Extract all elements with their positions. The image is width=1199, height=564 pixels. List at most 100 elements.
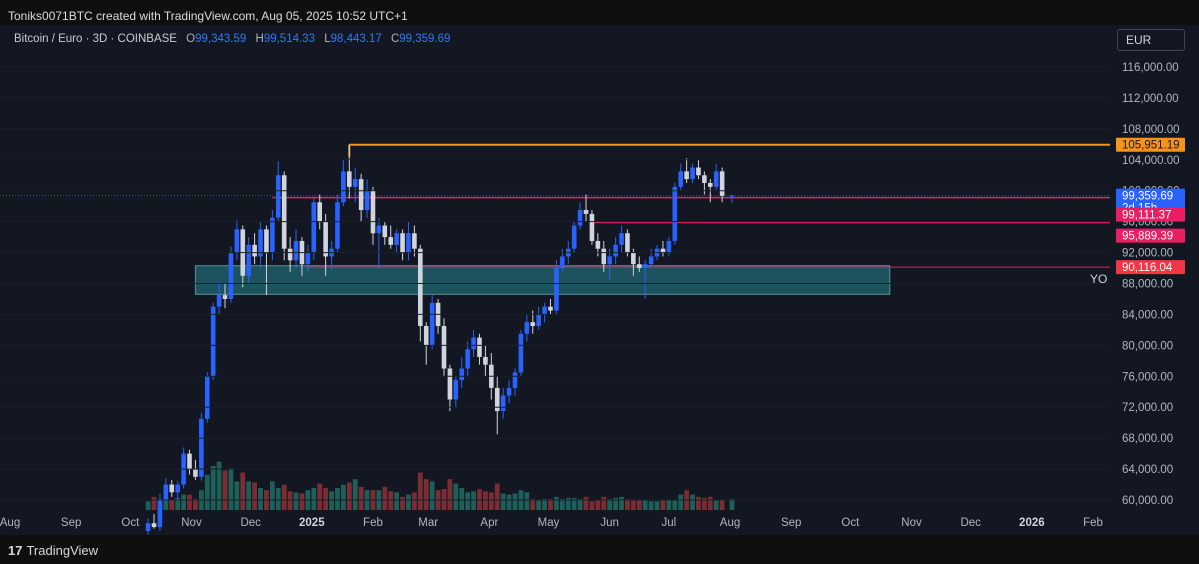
volume-bar: [554, 496, 559, 510]
candle-body: [713, 171, 719, 187]
candle-body: [459, 368, 465, 381]
price-axis-label: 60,000.00: [1122, 495, 1173, 507]
volume-bar: [571, 497, 577, 510]
price-axis-label: 116,000.00: [1122, 62, 1179, 74]
volume-bar: [690, 494, 695, 510]
candle-body: [571, 225, 577, 249]
volume-bar: [340, 484, 346, 510]
volume-bar: [729, 499, 735, 510]
candle-body: [228, 252, 234, 299]
volume-bar: [169, 500, 175, 510]
volume-bar: [352, 479, 358, 510]
volume-bar: [228, 468, 234, 510]
candle-body: [423, 326, 429, 346]
low-value: 98,443.17: [330, 33, 382, 45]
high-label: H: [255, 33, 264, 45]
chart-container[interactable]: YO 116,000.00 112,000.00 108,000.00 104,000…: [0, 25, 1199, 535]
volume-bar: [275, 488, 281, 510]
candle-body: [702, 175, 707, 183]
volume-bar: [423, 479, 429, 510]
candle-body: [376, 225, 382, 234]
candle-body: [483, 356, 488, 365]
candle-body: [352, 179, 358, 187]
time-axis-label: 2026: [1019, 517, 1045, 529]
volume-bar: [346, 482, 352, 510]
candle-body: [341, 171, 346, 203]
candlestick-chart[interactable]: YO 116,000.00 112,000.00 108,000.00 104,000…: [0, 25, 1199, 535]
candle-body: [382, 225, 388, 238]
volume-bar: [565, 497, 571, 510]
current-price-tag: 99,359.69: [1122, 191, 1173, 203]
currency-selector[interactable]: EUR: [1117, 29, 1185, 51]
candle-body: [613, 244, 618, 257]
time-axis-label: Dec: [240, 517, 261, 529]
volume-bar: [719, 500, 725, 510]
candle-body: [145, 523, 151, 531]
level-99111-price-tag: 99,111.37: [1122, 210, 1171, 222]
candle-body: [500, 395, 506, 412]
volume-bar: [311, 488, 317, 510]
volume-bar: [252, 482, 258, 510]
candle-body: [631, 252, 636, 265]
volume-bar: [246, 481, 252, 510]
open-value: 99,343.59: [195, 33, 247, 45]
horizontal-levels: YO: [0, 143, 1110, 286]
volume-bar: [281, 484, 287, 510]
volume-bar: [465, 492, 471, 510]
candle-body: [554, 268, 559, 311]
volume-bar: [358, 486, 364, 510]
candle-body: [447, 368, 453, 400]
time-axis-label: Feb: [1083, 517, 1103, 529]
volume-bar: [530, 499, 536, 510]
tradingview-logo[interactable]: 17 TradingView: [8, 543, 98, 558]
candle-body: [305, 252, 311, 265]
high-value: 99,514.33: [263, 33, 315, 45]
volume-bar: [293, 492, 299, 510]
time-axis-label: Aug: [0, 517, 20, 529]
volume-bar: [636, 500, 642, 510]
volume-bar: [222, 470, 228, 510]
price-axis-label: 92,000.00: [1122, 248, 1173, 260]
candle-body: [400, 233, 405, 253]
candle-body: [258, 229, 263, 257]
time-axis-label: Mar: [418, 517, 438, 529]
candle-body: [471, 337, 476, 350]
candle-body: [394, 233, 399, 245]
candle-body: [530, 322, 536, 327]
candle-body: [548, 306, 553, 311]
time-axis-label: Jun: [600, 517, 619, 529]
candle-body: [264, 229, 269, 253]
candle-body: [418, 248, 423, 327]
volume-bar: [210, 466, 216, 510]
volume-bar: [625, 499, 630, 510]
volume-bar: [417, 472, 423, 510]
level-99111-price-tag-bg: [1116, 207, 1185, 222]
candle-body: [453, 380, 459, 400]
candle-body: [607, 256, 612, 265]
candle-body: [696, 167, 701, 176]
volume-bar: [163, 499, 169, 510]
volume-bar: [583, 496, 589, 510]
resistance-price-tag: 105,951.19: [1122, 140, 1180, 152]
volume-bar: [175, 497, 181, 510]
price-axis-label: 72,000.00: [1122, 402, 1173, 414]
volume-bar: [601, 496, 607, 510]
volume-bar: [660, 500, 666, 510]
time-axis-label: Sep: [781, 517, 801, 529]
volume-bar: [696, 496, 701, 510]
volume-bar: [672, 500, 678, 510]
close-value: 99,359.69: [399, 33, 451, 45]
candle-body: [494, 387, 500, 412]
volume-bar: [447, 479, 453, 510]
candle-body: [210, 306, 216, 377]
tradingview-logo-icon: 17: [8, 543, 23, 558]
volume-bar: [494, 483, 500, 510]
time-axis[interactable]: Aug Sep Oct Nov Dec 2025 Feb Mar Apr May Jun Jul Aug…: [0, 517, 1103, 529]
volume-bar: [536, 500, 542, 510]
candle-body: [293, 240, 299, 261]
candle-body: [281, 175, 287, 249]
volume-bar: [193, 499, 198, 510]
price-axis[interactable]: 116,000.00 112,000.00 108,000.00 104,000.00…: [0, 62, 1180, 507]
price-axis-label: 104,000.00: [1122, 155, 1180, 167]
